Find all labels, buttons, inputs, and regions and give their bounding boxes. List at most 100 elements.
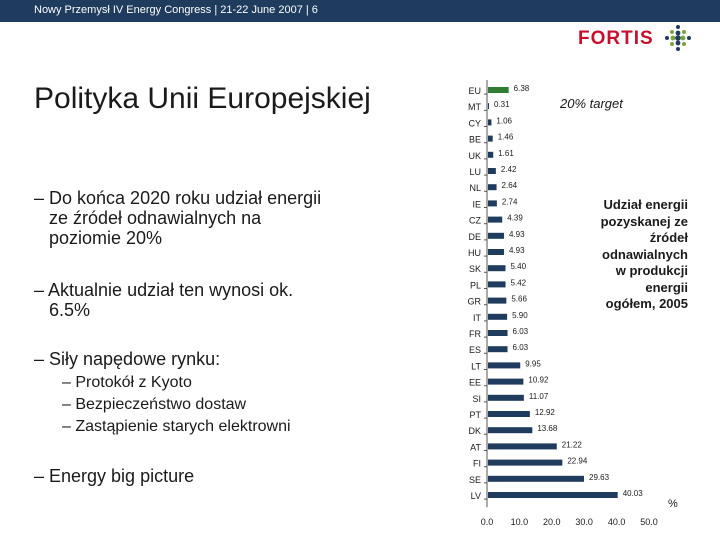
bullet-big-picture: – Energy big picture xyxy=(34,466,195,486)
x-tick-label: 40.0 xyxy=(608,517,626,526)
bar xyxy=(488,87,509,93)
bullet-current-line2: 6.5% xyxy=(49,300,91,320)
x-tick-label: 50.0 xyxy=(640,517,658,526)
category-label: LV xyxy=(471,491,481,501)
bar xyxy=(488,265,506,272)
category-label: MT xyxy=(468,102,481,112)
chart-legend-note: Udział energii pozyskanej ze źródeł odna… xyxy=(566,197,688,313)
page-title: Polityka Unii Europejskiej xyxy=(34,82,371,115)
bar xyxy=(488,200,497,207)
sub-bullet-security: – Bezpieczeństwo dostaw xyxy=(62,396,247,413)
category-label: NL xyxy=(469,183,481,193)
bar xyxy=(488,443,557,450)
bullet-drivers: – Siły napędowe rynku: xyxy=(34,349,221,369)
value-label: 4.93 xyxy=(509,230,525,239)
category-label: SK xyxy=(469,264,481,274)
legend-line: pozyskanej ze xyxy=(600,213,688,229)
value-label: 1.06 xyxy=(496,116,512,125)
value-label: 5.66 xyxy=(511,295,527,304)
category-label: UK xyxy=(468,151,481,161)
bar xyxy=(488,313,508,320)
value-label: 5.40 xyxy=(510,262,526,271)
bar xyxy=(488,249,504,255)
value-label: 13.68 xyxy=(537,424,558,433)
unit-label: % xyxy=(668,498,678,510)
value-label: 11.07 xyxy=(529,392,549,401)
value-label: 2.64 xyxy=(502,181,518,190)
bullet-target-line2: ze źródeł odnawialnych na xyxy=(49,208,262,228)
category-label: DE xyxy=(468,232,481,242)
bar xyxy=(488,330,508,336)
bar xyxy=(488,184,497,191)
legend-line: źródeł xyxy=(649,230,688,245)
bullet-target-line1: – Do końca 2020 roku udział energii xyxy=(34,188,322,208)
bar xyxy=(488,459,563,466)
bar xyxy=(488,378,524,385)
bar xyxy=(488,135,493,142)
sub-bullet-replacement: – Zastąpienie starych elektrowni xyxy=(62,418,291,435)
x-tick-label: 0.0 xyxy=(481,517,494,526)
bar xyxy=(488,103,490,110)
legend-line: w produkcji xyxy=(615,263,688,278)
bar xyxy=(488,427,533,434)
value-label: 4.39 xyxy=(507,214,523,223)
category-label: IE xyxy=(472,199,481,209)
category-label: GR xyxy=(468,297,482,307)
category-label: FI xyxy=(473,459,481,469)
bar xyxy=(488,297,507,304)
renewable-share-bar-chart: EU 6.38 MT 0.31 CY 1.06 BE 1.46 UK 1.61 LU 2.42 NL 2.… xyxy=(468,80,658,526)
value-label: 9.95 xyxy=(525,359,541,368)
x-tick-label: 20.0 xyxy=(543,517,561,526)
category-label: PT xyxy=(469,410,481,420)
value-label: 5.42 xyxy=(511,278,527,287)
value-label: 6.03 xyxy=(513,327,529,336)
legend-line: odnawialnych xyxy=(602,246,688,262)
category-label: SE xyxy=(469,475,481,485)
value-label: 4.93 xyxy=(509,246,525,255)
value-label: 29.63 xyxy=(589,473,610,482)
logo-dots-icon xyxy=(665,25,691,51)
bar xyxy=(488,346,508,353)
category-label: PL xyxy=(470,280,481,290)
category-label: SI xyxy=(472,394,481,404)
bar xyxy=(488,151,494,158)
bar xyxy=(488,216,503,223)
value-label: 21.22 xyxy=(562,440,583,449)
category-label: LU xyxy=(469,167,481,177)
category-label: EE xyxy=(469,378,481,388)
bullet-target-line3: poziomie 20% xyxy=(49,228,163,248)
value-label: 1.61 xyxy=(498,149,514,158)
sub-bullet-kyoto: – Protokół z Kyoto xyxy=(62,374,192,391)
category-label: IT xyxy=(473,313,482,323)
bar xyxy=(488,232,504,239)
category-label: BE xyxy=(469,135,481,145)
value-label: 10.92 xyxy=(528,376,549,385)
bar xyxy=(488,281,506,288)
value-label: 12.92 xyxy=(535,408,556,417)
bullet-current-line1: – Aktualnie udział ten wynosi ok. xyxy=(34,280,294,300)
value-label: 0.31 xyxy=(494,100,510,109)
value-label: 5.90 xyxy=(512,311,528,320)
bar xyxy=(488,492,618,498)
value-label: 1.46 xyxy=(498,133,514,142)
bar xyxy=(488,362,521,369)
category-label: DK xyxy=(468,426,481,436)
legend-line: ogółem, 2005 xyxy=(605,296,688,311)
bar xyxy=(488,475,585,482)
legend-line: energii xyxy=(645,279,688,295)
x-tick-label: 10.0 xyxy=(511,517,529,526)
bar xyxy=(488,168,496,174)
target-label: 20% target xyxy=(560,96,623,111)
category-label: AT xyxy=(470,442,481,452)
bar xyxy=(488,119,492,126)
legend-line: Udział energii xyxy=(603,197,688,212)
value-label: 2.74 xyxy=(502,197,518,206)
value-label: 6.03 xyxy=(513,343,529,352)
value-label: 6.38 xyxy=(514,84,530,93)
category-label: ES xyxy=(469,345,481,355)
category-label: FR xyxy=(469,329,481,339)
header-text: Nowy Przemysł IV Energy Congress | 21-22… xyxy=(34,4,318,16)
logo-text: FORTIS xyxy=(578,28,654,49)
bar xyxy=(488,411,530,417)
category-label: HU xyxy=(468,248,481,258)
